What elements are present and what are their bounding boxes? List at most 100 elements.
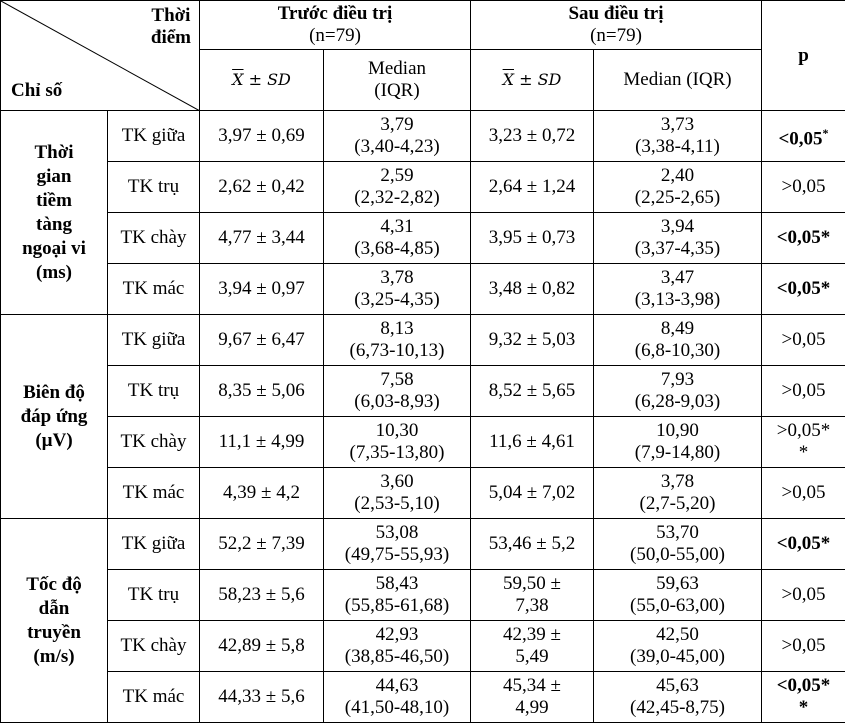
- nerve-name: TK chày: [112, 227, 195, 249]
- nerve-name: TK chày: [112, 431, 195, 453]
- index-group-label-line: (m/s): [5, 645, 103, 669]
- before-median-cell: 2,59(2,32-2,82): [324, 162, 471, 213]
- after-mean-cell: 53,46 ± 5,2: [471, 519, 594, 570]
- before-mean-cell: 52,2 ± 7,39: [200, 519, 324, 570]
- p-value-line: <0,05*: [766, 278, 841, 300]
- before-iqr-value: (49,75-55,93): [328, 544, 466, 566]
- after-mean-value: 3,48 ± 0,82: [475, 278, 589, 300]
- p-value-cell: >0,05: [762, 570, 845, 621]
- before-median-cell: 53,08(49,75-55,93): [324, 519, 471, 570]
- nerve-cell: TK giữa: [108, 111, 200, 162]
- after-mean-value: 42,39 ±: [475, 624, 589, 646]
- time-header-line1: Thời: [151, 5, 191, 27]
- after-mean-value: 3,23 ± 0,72: [475, 125, 589, 147]
- after-mean-value: 45,34 ±: [475, 675, 589, 697]
- after-median-cell: 45,63(42,45-8,75): [594, 672, 762, 723]
- after-median-value: 8,49: [598, 318, 757, 340]
- after-mean-cell: 8,52 ± 5,65: [471, 366, 594, 417]
- before-median-value: 3,78: [328, 267, 466, 289]
- p-value-cell: >0,05**: [762, 417, 845, 468]
- nerve-cell: TK trụ: [108, 570, 200, 621]
- nerve-cell: TK giữa: [108, 519, 200, 570]
- before-mean-cell: 3,97 ± 0,69: [200, 111, 324, 162]
- before-median-value: 3,79: [328, 114, 466, 136]
- after-median-cell: 3,94(3,37-4,35): [594, 213, 762, 264]
- index-group-label-line: gian: [5, 165, 103, 189]
- after-median-value: 59,63: [598, 573, 757, 595]
- nerve-name: TK giữa: [112, 533, 195, 555]
- after-mean-cell: 3,95 ± 0,73: [471, 213, 594, 264]
- after-mean-cell: 42,39 ±5,49: [471, 621, 594, 672]
- after-median-value: 53,70: [598, 522, 757, 544]
- p-value: >0,05: [782, 380, 826, 401]
- nerve-name: TK chày: [112, 635, 195, 657]
- before-mean-cell: 11,1 ± 4,99: [200, 417, 324, 468]
- p-value-line: <0,05*: [766, 227, 841, 249]
- after-mean-sd-header: X ± SD: [471, 50, 594, 111]
- after-median-cell: 59,63(55,0-63,00): [594, 570, 762, 621]
- index-group-label-line: Biên độ: [5, 381, 103, 405]
- p-value-line: >0,05: [766, 635, 841, 657]
- before-mean-cell: 8,35 ± 5,06: [200, 366, 324, 417]
- before-median-value: 8,13: [328, 318, 466, 340]
- time-header-line2: điểm: [151, 27, 191, 49]
- p-value: >0,05: [782, 176, 826, 197]
- before-iqr-value: (2,32-2,82): [328, 187, 466, 209]
- before-mean-value: 3,97 ± 0,69: [204, 125, 319, 147]
- after-median-cell: 10,90(7,9-14,80): [594, 417, 762, 468]
- after-treatment-title: Sau điều trị: [475, 3, 757, 25]
- before-median-value: 58,43: [328, 573, 466, 595]
- nerve-cell: TK chày: [108, 417, 200, 468]
- p-value: <0,05*: [777, 533, 831, 554]
- before-mean-cell: 44,33 ± 5,6: [200, 672, 324, 723]
- p-value-line2: *: [766, 442, 841, 464]
- p-value-line: <0,05*: [766, 675, 841, 697]
- after-median-value: 45,63: [598, 675, 757, 697]
- after-iqr-value: (2,7-5,20): [598, 493, 757, 515]
- after-mean-value: 8,52 ± 5,65: [475, 380, 589, 402]
- after-median-cell: 8,49(6,8-10,30): [594, 315, 762, 366]
- before-mean-cell: 4,77 ± 3,44: [200, 213, 324, 264]
- after-median-cell: 7,93(6,28-9,03): [594, 366, 762, 417]
- after-mean-cell: 11,6 ± 4,61: [471, 417, 594, 468]
- p-value-cell: >0,05: [762, 621, 845, 672]
- before-median-cell: 3,60(2,53-5,10): [324, 468, 471, 519]
- after-iqr-value: (55,0-63,00): [598, 595, 757, 617]
- p-value-line: >0,05: [766, 380, 841, 402]
- after-iqr-value: (6,28-9,03): [598, 391, 757, 413]
- before-median-header: Median (IQR): [324, 50, 471, 111]
- nerve-cell: TK giữa: [108, 315, 200, 366]
- p-value-superscript: *: [823, 126, 829, 140]
- before-mean-cell: 2,62 ± 0,42: [200, 162, 324, 213]
- nerve-cell: TK mác: [108, 672, 200, 723]
- iqr-label: (IQR): [328, 80, 466, 102]
- index-group-label-line: Thời: [5, 141, 103, 165]
- nerve-cell: TK mác: [108, 264, 200, 315]
- nerve-name: TK trụ: [112, 380, 195, 402]
- p-value: >0,05: [782, 482, 826, 503]
- before-iqr-value: (3,40-4,23): [328, 136, 466, 158]
- p-value-line: >0,05: [766, 584, 841, 606]
- after-median-value: 3,78: [598, 471, 757, 493]
- before-mean-value: 52,2 ± 7,39: [204, 533, 319, 555]
- p-value-line2: *: [766, 697, 841, 719]
- before-iqr-value: (41,50-48,10): [328, 697, 466, 719]
- before-mean-sd-header: X ± SD: [200, 50, 324, 111]
- p-value-line: >0,05*: [766, 420, 841, 442]
- after-treatment-n: (n=79): [475, 25, 757, 47]
- p-value: >0,05: [782, 584, 826, 605]
- after-mean-value: 3,95 ± 0,73: [475, 227, 589, 249]
- p-value: >0,05: [782, 635, 826, 656]
- after-mean-value: 53,46 ± 5,2: [475, 533, 589, 555]
- after-median-value: 7,93: [598, 369, 757, 391]
- before-mean-value: 3,94 ± 0,97: [204, 278, 319, 300]
- before-iqr-value: (3,25-4,35): [328, 289, 466, 311]
- mean-x-symbol: X: [232, 70, 243, 89]
- after-mean-value-line2: 5,49: [475, 646, 589, 668]
